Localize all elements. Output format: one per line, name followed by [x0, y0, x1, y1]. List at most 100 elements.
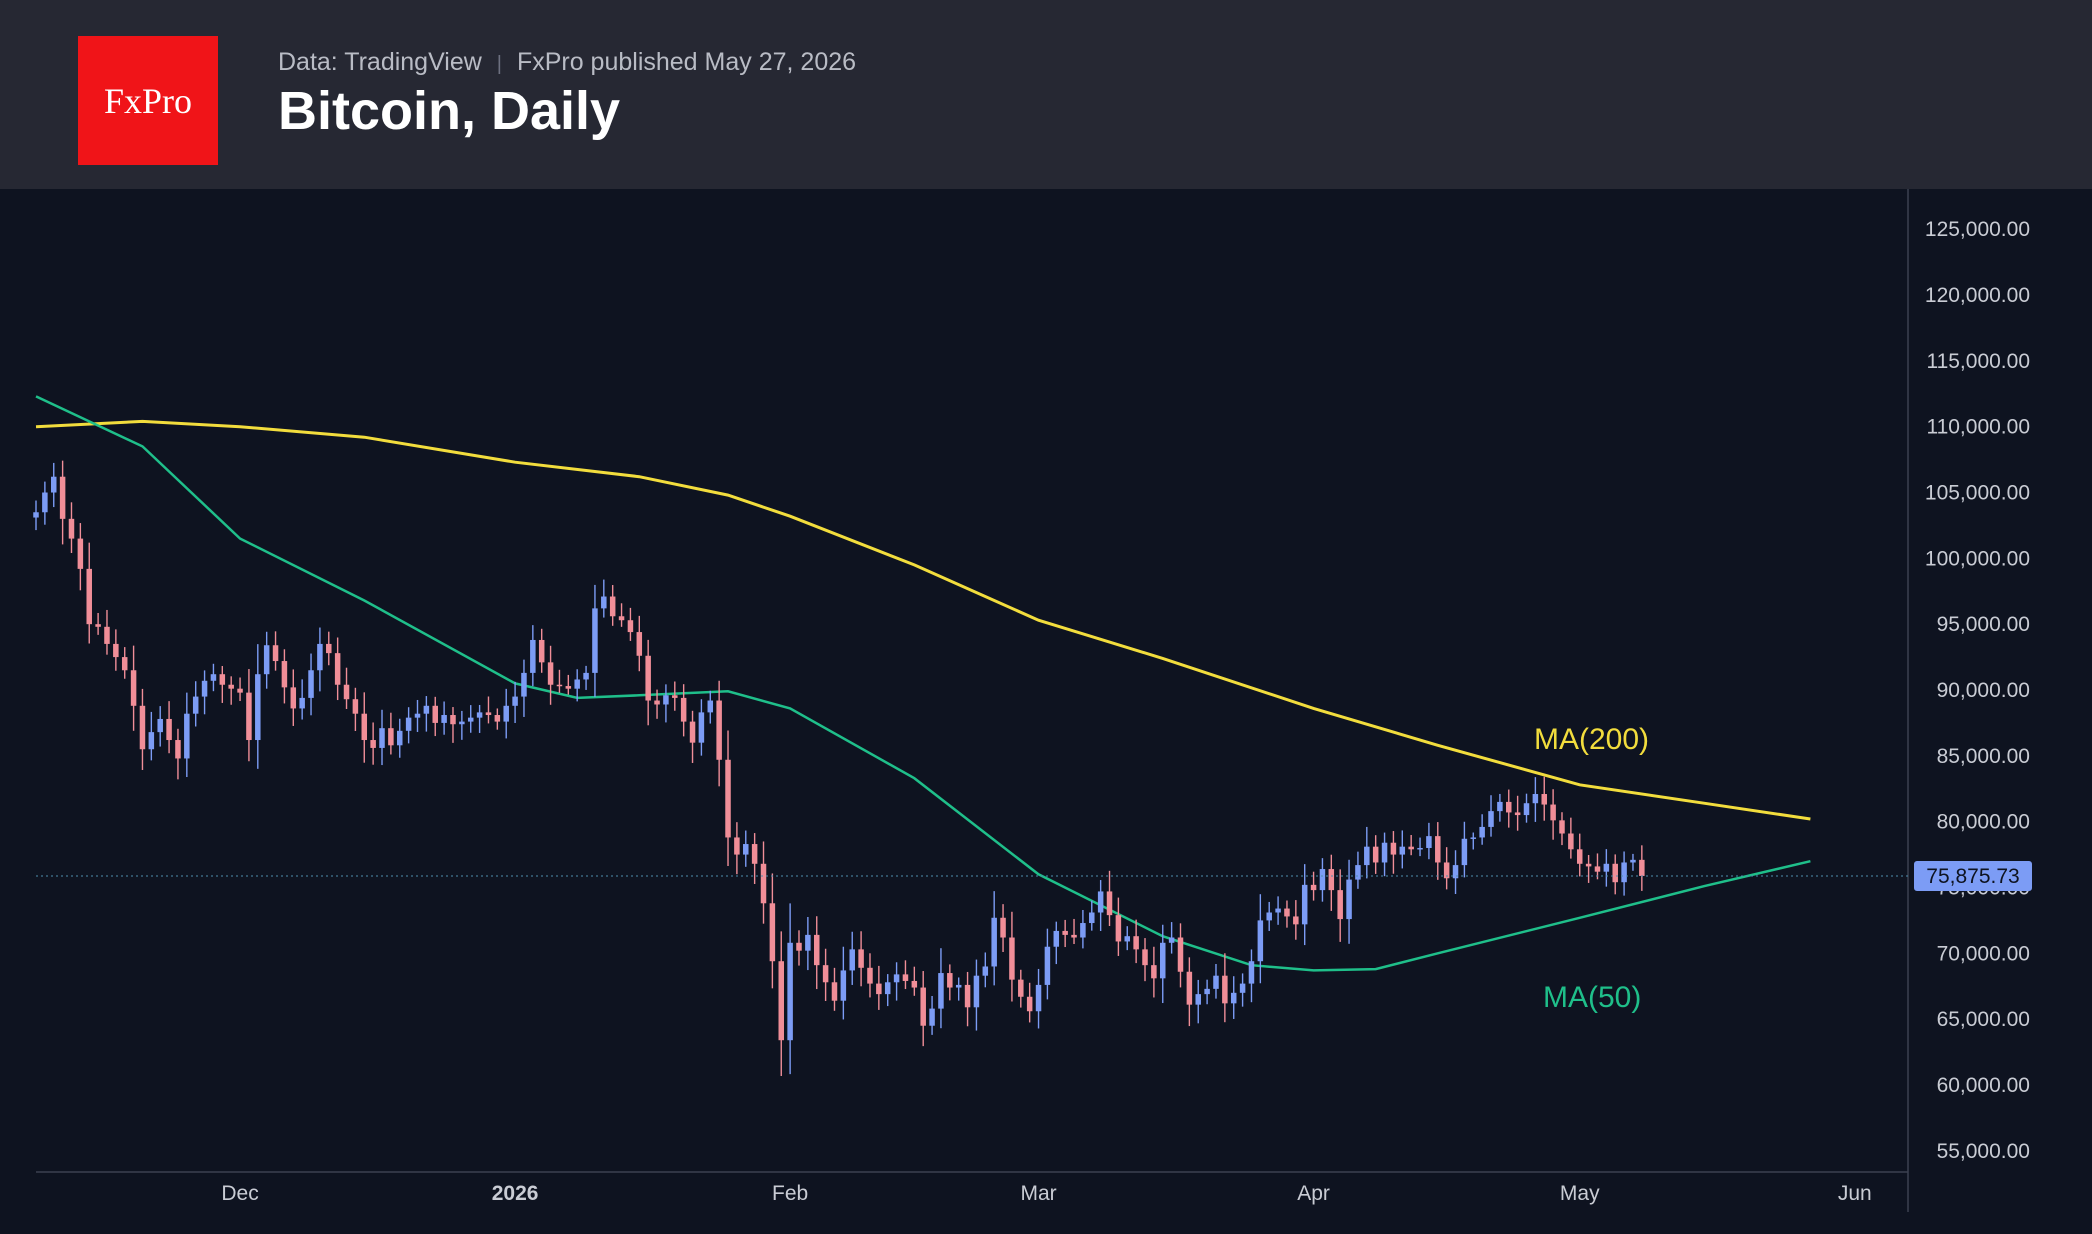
- candle-body: [326, 643, 332, 654]
- x-tick-label: Dec: [221, 1182, 258, 1205]
- candle-body: [787, 942, 793, 1041]
- fxpro-logo: FxPro: [78, 36, 218, 165]
- candle-body: [654, 700, 660, 705]
- candle-body: [743, 844, 749, 855]
- candle-body: [450, 715, 456, 725]
- candle-body: [281, 661, 288, 688]
- candle-body: [379, 728, 385, 748]
- candle-body: [432, 705, 438, 723]
- candle-body: [299, 697, 305, 709]
- y-tick-label: 90,000.00: [1937, 679, 2030, 702]
- candle-body: [813, 934, 820, 966]
- y-tick-label: 100,000.00: [1925, 547, 2030, 570]
- y-tick-label: 70,000.00: [1937, 942, 2030, 965]
- meta-line: Data: TradingView | FxPro published May …: [278, 48, 856, 77]
- candle-body: [1559, 820, 1565, 834]
- candle-body: [973, 975, 980, 1008]
- candle-body: [1186, 971, 1193, 1005]
- candle-body: [1222, 975, 1228, 1004]
- candle-body: [59, 476, 66, 519]
- candle-body: [689, 721, 696, 743]
- candle-body: [397, 730, 403, 746]
- candle-body: [698, 712, 705, 743]
- candle-body: [95, 624, 101, 627]
- candle-body: [796, 942, 802, 951]
- header-bar: FxPro Data: TradingView | FxPro publishe…: [0, 0, 2092, 189]
- candle-body: [1018, 979, 1024, 997]
- candle-body: [556, 684, 563, 687]
- candle-body: [210, 674, 217, 681]
- candle-body: [1000, 917, 1006, 938]
- chart-title: Bitcoin, Daily: [278, 81, 621, 141]
- candle-body: [1266, 912, 1272, 921]
- candle-body: [166, 718, 172, 741]
- candle-body: [964, 984, 971, 1008]
- candle-body: [157, 718, 163, 733]
- candle-body: [219, 674, 226, 685]
- candle-body: [1355, 865, 1361, 880]
- candle-body: [1576, 849, 1583, 864]
- candle-body: [858, 949, 864, 968]
- candle-body: [609, 596, 616, 617]
- candle-body: [1257, 920, 1264, 962]
- candle-body: [1044, 946, 1051, 985]
- x-tick-label: Feb: [772, 1182, 808, 1205]
- candle-body: [849, 949, 855, 971]
- candle-body: [1390, 842, 1397, 855]
- candle-body: [77, 538, 84, 569]
- candle-body: [290, 687, 297, 709]
- candle-body: [893, 974, 900, 983]
- candle-body: [707, 700, 714, 713]
- candle-body: [1035, 984, 1042, 1012]
- candle-body: [130, 670, 137, 706]
- candle-body: [1142, 949, 1148, 966]
- candle-body: [246, 692, 252, 741]
- candle-body: [1159, 942, 1166, 979]
- candle-body: [352, 699, 359, 714]
- candle-body: [503, 705, 509, 722]
- candle-body: [361, 713, 368, 741]
- candle-body: [636, 632, 643, 656]
- candle-body: [805, 934, 811, 951]
- candle-body: [1435, 836, 1441, 863]
- candle-body: [734, 837, 740, 855]
- candle-body: [565, 686, 572, 689]
- candle-body: [601, 596, 607, 609]
- candle-body: [334, 653, 341, 685]
- candle-body: [627, 620, 634, 633]
- candle-body: [1568, 833, 1574, 850]
- candle-body: [867, 967, 873, 984]
- candle-body: [1346, 879, 1352, 920]
- y-tick-label: 65,000.00: [1937, 1008, 2030, 1031]
- candle-body: [1071, 934, 1077, 938]
- published-info: FxPro published May 27, 2026: [516, 48, 857, 76]
- candle-body: [716, 700, 722, 760]
- candle-body: [947, 973, 953, 988]
- y-tick-label: 120,000.00: [1925, 284, 2030, 307]
- candle-body: [255, 674, 261, 741]
- y-tick-label: 110,000.00: [1926, 416, 2030, 439]
- candle-body: [521, 672, 527, 697]
- candle-body: [769, 903, 776, 962]
- candle-body: [840, 970, 847, 1001]
- candle-body: [583, 672, 589, 680]
- candle-body: [441, 715, 447, 723]
- candle-body: [1603, 863, 1610, 872]
- candle-body: [911, 980, 918, 988]
- separator-divider: |: [496, 53, 502, 75]
- candle-body: [1426, 836, 1432, 848]
- candle-body: [308, 670, 314, 698]
- candle-body: [938, 973, 944, 1009]
- y-tick-label: 95,000.00: [1937, 613, 2030, 636]
- candle-body: [1168, 937, 1175, 943]
- candle-body: [1062, 930, 1068, 935]
- candle-body: [1550, 804, 1556, 821]
- candle-body: [476, 712, 483, 718]
- candle-body: [1310, 884, 1317, 891]
- candle-body: [982, 966, 989, 976]
- candle-body: [184, 713, 190, 759]
- candle-body: [467, 717, 474, 722]
- candle-body: [1372, 846, 1379, 863]
- y-tick-label: 115,000.00: [1926, 350, 2030, 373]
- candle-body: [1080, 923, 1086, 938]
